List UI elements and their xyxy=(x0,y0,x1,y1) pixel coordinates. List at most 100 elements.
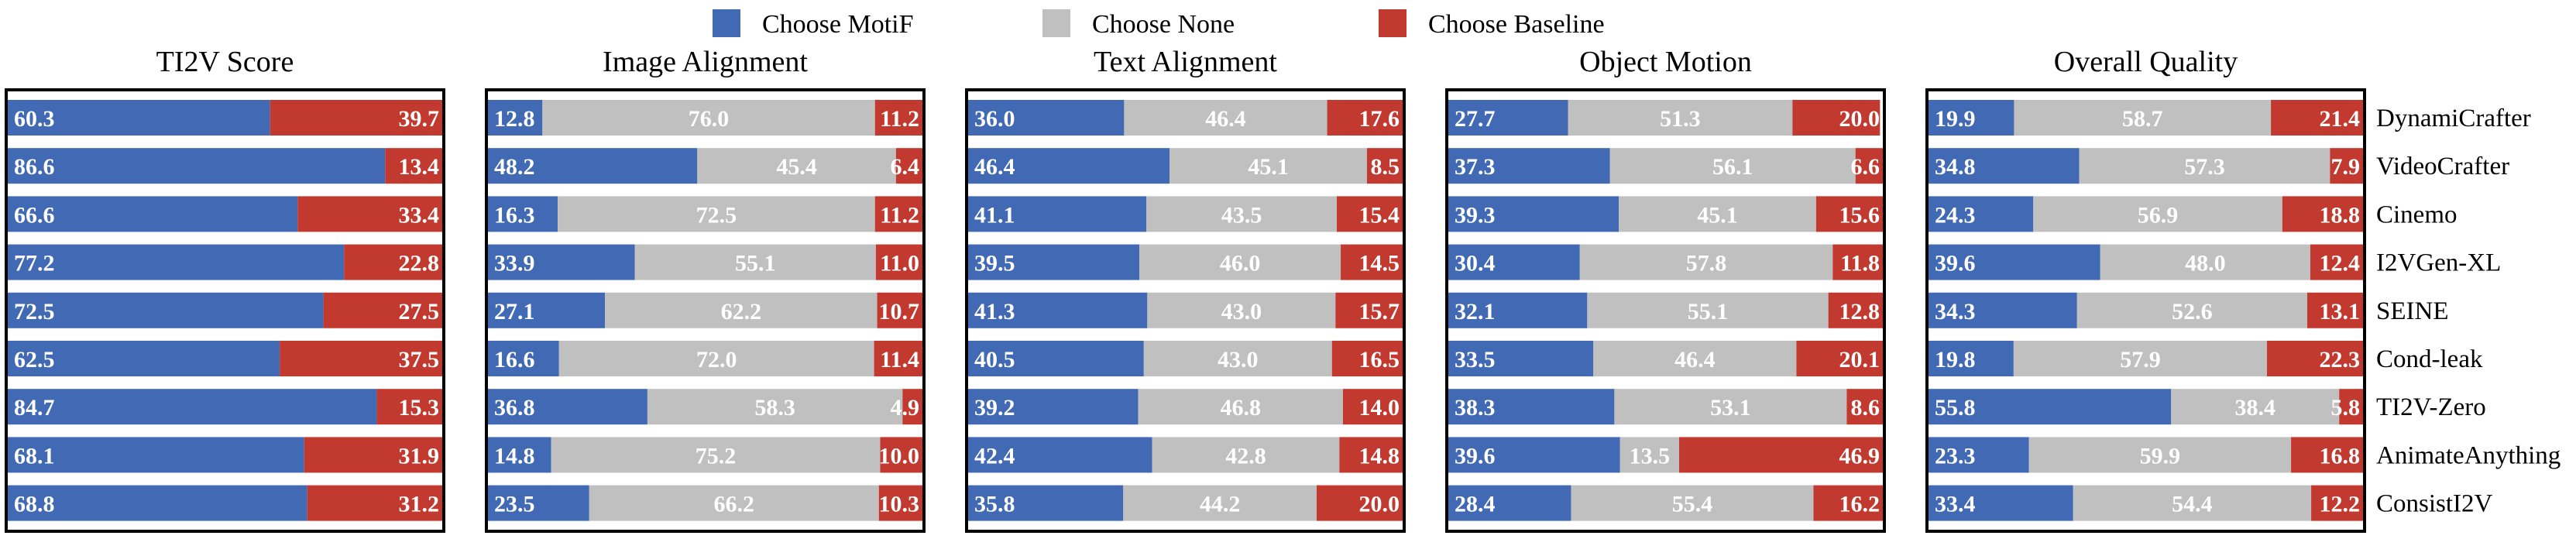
bar-choose-none-dynamicrafter xyxy=(1124,100,1327,136)
value-label-choose-none: 55.1 xyxy=(1688,299,1729,324)
value-label-choose-baseline: 39.7 xyxy=(399,106,440,132)
bar-choose-motif-cond-leak xyxy=(6,341,280,376)
bar-choose-motif-seine xyxy=(967,292,1148,328)
bar-choose-baseline-consisti2v xyxy=(1813,485,1884,521)
bar-choose-baseline-i2vgen-xl xyxy=(2310,244,2365,280)
bar-choose-baseline-dynamicrafter xyxy=(1792,100,1880,136)
bar-choose-baseline-cinemo xyxy=(297,196,444,232)
bar-choose-baseline-seine xyxy=(1828,292,1884,328)
category-label-videocrafter: VideoCrafter xyxy=(2376,153,2509,180)
bar-choose-motif-cond-leak xyxy=(1447,341,1594,376)
bar-choose-none-i2vgen-xl xyxy=(1579,244,1833,280)
panel-frame xyxy=(1445,88,1886,533)
bar-choose-baseline-cond-leak xyxy=(874,341,924,376)
value-label-choose-motif: 23.5 xyxy=(494,492,535,517)
panel-title: Image Alignment xyxy=(603,46,808,78)
value-label-choose-none: 46.8 xyxy=(1220,395,1261,421)
bar-choose-motif-cond-leak xyxy=(1927,341,2014,376)
value-label-choose-none: 42.8 xyxy=(1225,443,1266,469)
legend-label-choose-motif: Choose MotiF xyxy=(762,10,914,39)
value-label-choose-motif: 86.6 xyxy=(14,154,55,180)
value-label-choose-motif: 36.8 xyxy=(494,395,535,421)
value-label-choose-baseline: 4.9 xyxy=(891,395,920,421)
bar-choose-baseline-i2vgen-xl xyxy=(875,244,924,280)
value-label-choose-baseline: 12.4 xyxy=(2320,251,2361,276)
bar-choose-none-seine xyxy=(1147,292,1336,328)
bar-choose-motif-seine xyxy=(486,292,606,328)
bar-choose-none-dynamicrafter xyxy=(2014,100,2272,136)
bar-choose-baseline-ti2v-zero xyxy=(902,389,924,425)
value-label-choose-motif: 40.5 xyxy=(974,347,1015,372)
value-label-choose-baseline: 11.0 xyxy=(880,251,919,276)
value-label-choose-baseline: 14.8 xyxy=(1359,443,1400,469)
bar-choose-none-cond-leak xyxy=(1593,341,1797,376)
bar-choose-none-i2vgen-xl xyxy=(1139,244,1341,280)
value-label-choose-none: 13.5 xyxy=(1630,443,1671,469)
bar-choose-none-consisti2v xyxy=(1123,485,1317,521)
value-label-choose-motif: 35.8 xyxy=(974,492,1015,517)
bar-choose-baseline-animateanything xyxy=(1679,437,1884,473)
value-label-choose-none: 43.0 xyxy=(1221,299,1262,324)
bar-choose-motif-dynamicrafter xyxy=(6,100,270,136)
bar-choose-motif-consisti2v xyxy=(1447,485,1571,521)
legend-label-choose-none: Choose None xyxy=(1092,10,1235,39)
value-label-choose-none: 44.2 xyxy=(1200,492,1241,517)
category-label-i2vgen-xl: I2VGen-XL xyxy=(2376,249,2501,277)
panel-frame xyxy=(1925,88,2366,533)
value-label-choose-motif: 37.3 xyxy=(1455,154,1496,180)
bar-choose-motif-cinemo xyxy=(6,196,298,232)
bar-choose-motif-videocrafter xyxy=(967,148,1170,184)
value-label-choose-none: 55.1 xyxy=(735,251,776,276)
value-label-choose-motif: 55.8 xyxy=(1935,395,1976,421)
bar-choose-none-i2vgen-xl xyxy=(634,244,876,280)
legend-label-choose-baseline: Choose Baseline xyxy=(1428,10,1605,39)
value-label-choose-baseline: 21.4 xyxy=(2320,106,2361,132)
value-label-choose-none: 43.5 xyxy=(1221,202,1262,228)
bar-choose-baseline-dynamicrafter xyxy=(2271,100,2365,136)
value-label-choose-none: 56.9 xyxy=(2138,202,2179,228)
value-label-choose-motif: 36.0 xyxy=(974,106,1015,132)
bar-choose-baseline-animateanything xyxy=(304,437,444,473)
category-label-cond-leak: Cond-leak xyxy=(2376,345,2483,373)
bar-choose-motif-animateanything xyxy=(1927,437,2029,473)
bar-choose-none-seine xyxy=(605,292,878,328)
value-label-choose-none: 75.2 xyxy=(696,443,737,469)
bar-choose-baseline-ti2v-zero xyxy=(1846,389,1884,425)
bar-choose-motif-i2vgen-xl xyxy=(486,244,635,280)
bar-choose-none-videocrafter xyxy=(1170,148,1367,184)
bar-choose-baseline-cinemo xyxy=(1815,196,1884,232)
bar-choose-motif-animateanything xyxy=(486,437,551,473)
value-label-choose-motif: 16.3 xyxy=(494,202,535,228)
value-label-choose-none: 45.1 xyxy=(1248,154,1289,180)
value-label-choose-motif: 19.9 xyxy=(1935,106,1976,132)
bar-choose-none-ti2v-zero xyxy=(2171,389,2340,425)
bar-choose-motif-cond-leak xyxy=(486,341,559,376)
bar-choose-none-consisti2v xyxy=(1571,485,1814,521)
value-label-choose-motif: 32.1 xyxy=(1455,299,1496,324)
bar-choose-baseline-seine xyxy=(323,292,444,328)
bar-choose-none-animateanything xyxy=(2028,437,2292,473)
bar-choose-motif-ti2v-zero xyxy=(1447,389,1615,425)
value-label-choose-motif: 27.7 xyxy=(1455,106,1496,132)
value-label-choose-baseline: 18.8 xyxy=(2320,202,2361,228)
bar-choose-baseline-videocrafter xyxy=(895,148,924,184)
value-label-choose-none: 48.0 xyxy=(2185,251,2226,276)
value-label-choose-none: 52.6 xyxy=(2172,299,2213,324)
value-label-choose-motif: 34.8 xyxy=(1935,154,1976,180)
value-label-choose-none: 54.4 xyxy=(2172,492,2213,517)
value-label-choose-motif: 39.3 xyxy=(1455,202,1496,228)
bar-choose-none-ti2v-zero xyxy=(1138,389,1343,425)
value-label-choose-baseline: 13.1 xyxy=(2320,299,2361,324)
bar-choose-none-seine xyxy=(1587,292,1829,328)
bar-choose-baseline-cinemo xyxy=(2282,196,2365,232)
value-label-choose-motif: 62.5 xyxy=(14,347,55,372)
bar-choose-baseline-dynamicrafter xyxy=(874,100,924,136)
bar-choose-none-ti2v-zero xyxy=(647,389,903,425)
value-label-choose-baseline: 13.4 xyxy=(399,154,440,180)
value-label-choose-motif: 14.8 xyxy=(494,443,535,469)
panel-ti2v-score: TI2V Score 60.3 39.7 86.6 13.4 66.6 33.4 77.2 22… xyxy=(5,46,445,533)
value-label-choose-motif: 19.8 xyxy=(1935,347,1976,372)
bar-choose-baseline-consisti2v xyxy=(307,485,444,521)
value-label-choose-none: 45.4 xyxy=(776,154,817,180)
